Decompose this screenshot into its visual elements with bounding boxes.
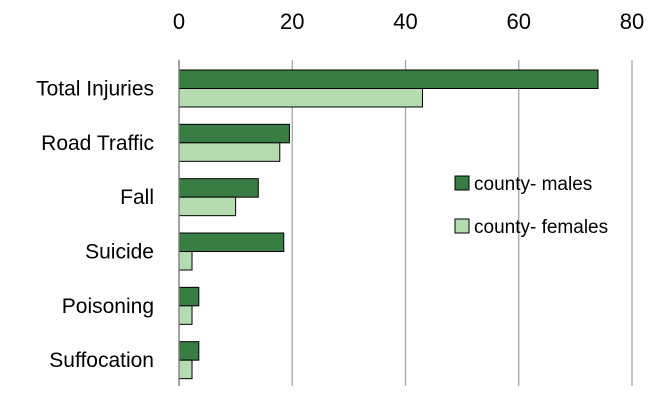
bar-females-fall xyxy=(178,196,237,217)
bar-females-suffocation xyxy=(178,359,193,380)
bar-females-poisoning xyxy=(178,305,193,325)
legend-label-females: county- females xyxy=(474,217,608,238)
category-label-road-traffic: Road Traffic xyxy=(41,132,154,155)
category-label-suffocation: Suffocation xyxy=(49,349,154,372)
category-label-suicide: Suicide xyxy=(85,241,154,264)
bar-males-total-injuries xyxy=(178,69,599,89)
bar-males-fall xyxy=(178,178,259,198)
category-label-poisoning: Poisoning xyxy=(62,295,154,318)
category-labels: Total Injuries Road Traffic Fall Suicide Poi… xyxy=(36,78,154,373)
x-tick-label-40: 40 xyxy=(393,9,417,34)
category-label-total-injuries: Total Injuries xyxy=(36,78,154,101)
x-tick-labels: 0 20 40 60 80 xyxy=(173,9,644,34)
x-tick-label-0: 0 xyxy=(173,9,185,34)
bar-males-road-traffic xyxy=(178,123,290,144)
category-label-fall: Fall xyxy=(120,186,154,209)
bar-males-suffocation xyxy=(178,341,200,361)
x-tick-label-80: 80 xyxy=(620,9,644,34)
legend: county- males county- females xyxy=(454,174,608,238)
x-tick-label-20: 20 xyxy=(280,9,304,34)
bar-females-total-injuries xyxy=(178,88,423,108)
bar-females-suicide xyxy=(178,251,193,271)
bar-females-road-traffic xyxy=(178,142,281,162)
legend-swatch-males xyxy=(454,175,470,191)
legend-swatch-females xyxy=(454,218,470,234)
x-tick-label-60: 60 xyxy=(507,9,531,34)
bars-layer xyxy=(178,69,599,380)
legend-label-males: county- males xyxy=(474,174,592,195)
bar-males-poisoning xyxy=(178,286,200,307)
bar-males-suicide xyxy=(178,232,285,252)
